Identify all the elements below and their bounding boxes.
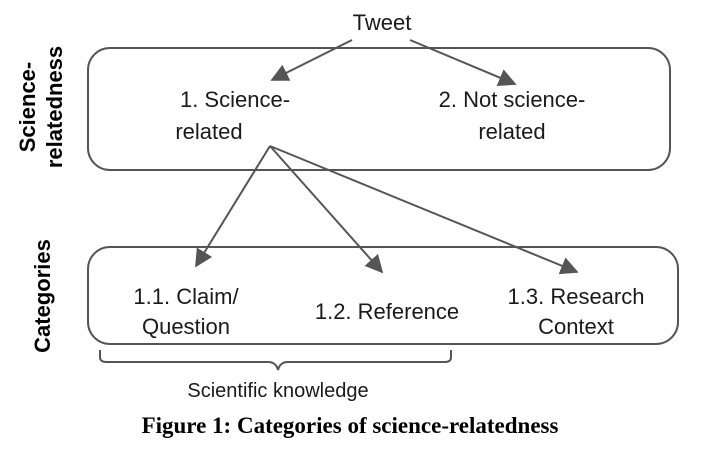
edge-tweet-to-science-related (270, 39, 353, 81)
side-label-science-relatedness-line2: relatedness (42, 46, 67, 168)
edge-science-related-to-reference (269, 145, 384, 274)
brace-label-scientific-knowledge: Scientific knowledge (187, 380, 368, 402)
node-not-science-related-line2: related (478, 119, 545, 144)
categories-box (87, 246, 679, 345)
figure-caption: Figure 1: Categories of science-relatedn… (142, 413, 559, 438)
edge-science-related-to-claim (195, 145, 271, 268)
side-label-science-relatedness-line1: Science- (15, 62, 40, 153)
side-label-categories: Categories (30, 239, 55, 353)
science-relatedness-box (87, 47, 671, 171)
scientific-knowledge-brace (99, 350, 452, 371)
edge-tweet-to-not-science-related (409, 39, 517, 87)
node-reference: 1.2. Reference (315, 299, 459, 324)
node-claim-question-line1: 1.1. Claim/ (133, 284, 239, 309)
edge-science-related-to-research-context (269, 145, 579, 275)
node-research-context-line2: Context (538, 314, 614, 339)
node-not-science-related-line1: 2. Not science- (439, 87, 586, 112)
node-claim-question-line2: Question (142, 314, 230, 339)
node-research-context-line1: 1.3. Research (508, 284, 645, 309)
root-node-tweet: Tweet (353, 10, 412, 35)
node-science-related-line2: related (175, 119, 242, 144)
node-science-related-line1: 1. Science- (180, 87, 290, 112)
